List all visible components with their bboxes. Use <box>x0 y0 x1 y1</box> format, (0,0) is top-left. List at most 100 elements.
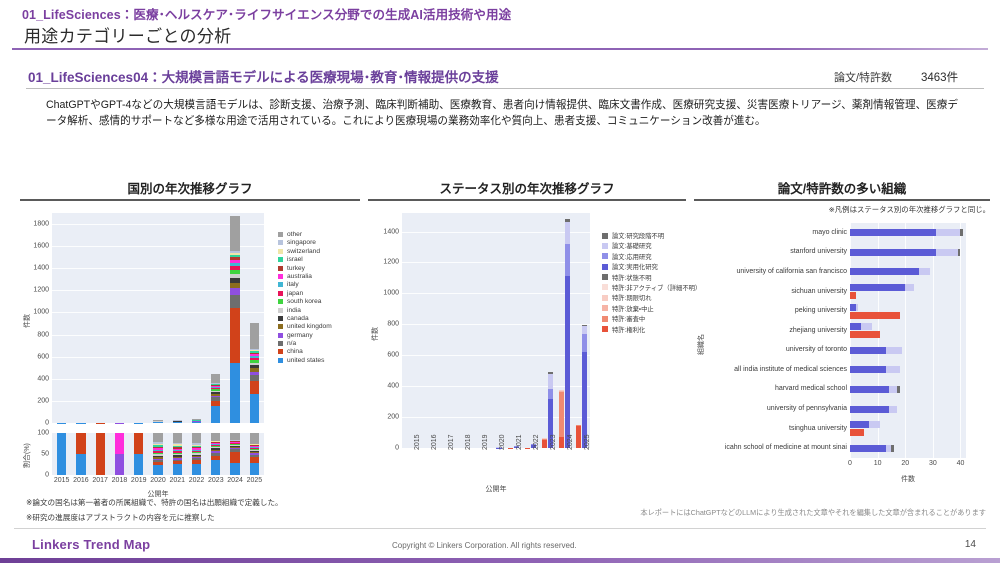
y-axis-tick: 400 <box>387 382 399 390</box>
legend-item[interactable]: 特許:状態不明 <box>602 273 701 282</box>
y-axis-tick: 800 <box>37 331 49 339</box>
status-segment <box>564 222 570 244</box>
organization-label: harvard medical school <box>775 385 847 393</box>
legend-item[interactable]: 特許:審査中 <box>602 314 701 323</box>
legend-item[interactable]: 特許:期限切れ <box>602 293 701 302</box>
vgridline <box>877 223 879 458</box>
countries-share-plot: 0 50 100 2015 2016 2017 2018 2019 2020 2021 2022 20… <box>37 430 264 484</box>
country-share-segment <box>249 446 259 447</box>
country-share-segment <box>230 433 240 441</box>
legend-color-swatch <box>278 232 283 237</box>
legend-item[interactable]: australia <box>278 273 332 280</box>
country-share-segment <box>191 457 202 459</box>
country-share-segment <box>172 447 182 449</box>
legend-status: 論文:研究段階不明 論文:基礎研究 論文:応用研究 論文:実用化研究 特許:状態不明 特許… <box>602 231 701 335</box>
country-share-segment <box>153 442 163 444</box>
legend-color-swatch <box>278 265 283 271</box>
status-segment <box>575 425 582 427</box>
country-share-segment <box>76 433 86 454</box>
legend-item[interactable]: 特許:放棄・中止 <box>602 304 701 313</box>
status-bar <box>581 324 587 448</box>
legend-item[interactable]: singapore <box>278 239 332 246</box>
legend-item[interactable]: germany <box>278 332 332 339</box>
gridline <box>52 423 264 424</box>
organization-segment <box>850 429 864 437</box>
country-share-segment <box>153 433 163 442</box>
country-share-segment <box>230 449 240 452</box>
legend-item[interactable]: other <box>278 231 332 238</box>
y-axis-tick: 200 <box>387 413 399 421</box>
country-share-segment <box>153 457 163 459</box>
country-share-bar <box>249 433 259 475</box>
legend-item[interactable]: italy <box>278 281 332 288</box>
status-segment <box>581 333 587 353</box>
country-share-segment <box>230 443 240 445</box>
legend-item[interactable]: switzerland <box>278 248 332 255</box>
country-share-segment <box>249 454 259 458</box>
legend-item[interactable]: 論文:基礎研究 <box>602 241 701 250</box>
country-segment <box>211 382 221 384</box>
legend-item[interactable]: n/a <box>278 340 332 347</box>
country-share-segment <box>191 444 202 446</box>
legend-item-label: south korea <box>287 298 322 306</box>
legend-color-swatch <box>278 299 283 305</box>
legend-item[interactable]: south korea <box>278 298 332 305</box>
legend-item[interactable]: 論文:実用化研究 <box>602 262 701 271</box>
legend-item-label: 特許:放棄・中止 <box>612 305 654 313</box>
vgridline <box>960 223 962 458</box>
status-plot: 0 200 400 600 800 1000 1200 1400 2015 2016 2017 201… <box>383 213 591 452</box>
country-share-segment <box>249 444 259 445</box>
y-axis-tick: 1400 <box>33 264 49 272</box>
country-share-segment <box>230 443 240 444</box>
country-segment <box>211 389 221 391</box>
legend-item-label: n/a <box>287 340 297 348</box>
organization-segment <box>935 248 958 256</box>
legend-item[interactable]: canada <box>278 315 332 322</box>
page-title: 用途カテゴリーごとの分析 <box>24 27 232 46</box>
x-axis-tick: 2016 <box>430 434 438 450</box>
organization-label: peking university <box>794 307 847 315</box>
legend-item[interactable]: united kingdom <box>278 323 332 330</box>
legend-item[interactable]: 特許:非アクティブ（詳細不明） <box>602 283 701 292</box>
country-share-segment <box>191 449 202 451</box>
organization-segment <box>888 385 897 393</box>
y-axis-tick: 1200 <box>383 258 399 266</box>
organization-segment <box>850 421 870 429</box>
country-share-segment <box>230 441 240 442</box>
status-bar <box>513 445 519 448</box>
vgridline <box>932 223 934 458</box>
legend-item-label: switzerland <box>287 247 320 255</box>
country-share-segment <box>153 443 163 445</box>
country-segment <box>230 259 240 263</box>
footer-divider <box>14 528 986 529</box>
chart-title-underline-countries <box>20 199 360 201</box>
x-axis-label-countries: 公開年 <box>147 491 169 498</box>
country-segment <box>211 395 221 398</box>
y-axis-tick: 400 <box>37 375 49 383</box>
status-segment <box>575 426 582 448</box>
legend-item[interactable]: 論文:応用研究 <box>602 252 701 261</box>
legend-color-swatch <box>278 349 283 355</box>
legend-item[interactable]: israel <box>278 256 332 263</box>
legend-item[interactable]: turkey <box>278 265 332 272</box>
legend-item[interactable]: 論文:研究段階不明 <box>602 231 701 240</box>
y-axis-label-status: 件数 <box>372 326 379 341</box>
legend-item[interactable]: china <box>278 348 332 355</box>
legend-item[interactable]: united states <box>278 357 332 364</box>
chart-note-organizations: ※凡例はステータス別の年次推移グラフと同じ。 <box>828 205 990 214</box>
country-share-segment <box>114 454 125 475</box>
x-axis-label-status: 公開年 <box>485 486 507 493</box>
legend-item[interactable]: 特許:権利化 <box>602 325 701 334</box>
country-segment <box>172 422 182 423</box>
country-segment <box>249 323 259 349</box>
legend-item-label: united states <box>287 356 325 364</box>
legend-item[interactable]: india <box>278 307 332 314</box>
status-segment <box>513 446 519 448</box>
legend-item-label: singapore <box>287 239 316 247</box>
organization-segment <box>869 421 881 429</box>
legend-item[interactable]: japan <box>278 290 332 297</box>
x-axis-tick: 0 <box>848 460 852 467</box>
country-share-segment <box>153 452 163 454</box>
organization-label: tsinghua university <box>789 424 847 432</box>
